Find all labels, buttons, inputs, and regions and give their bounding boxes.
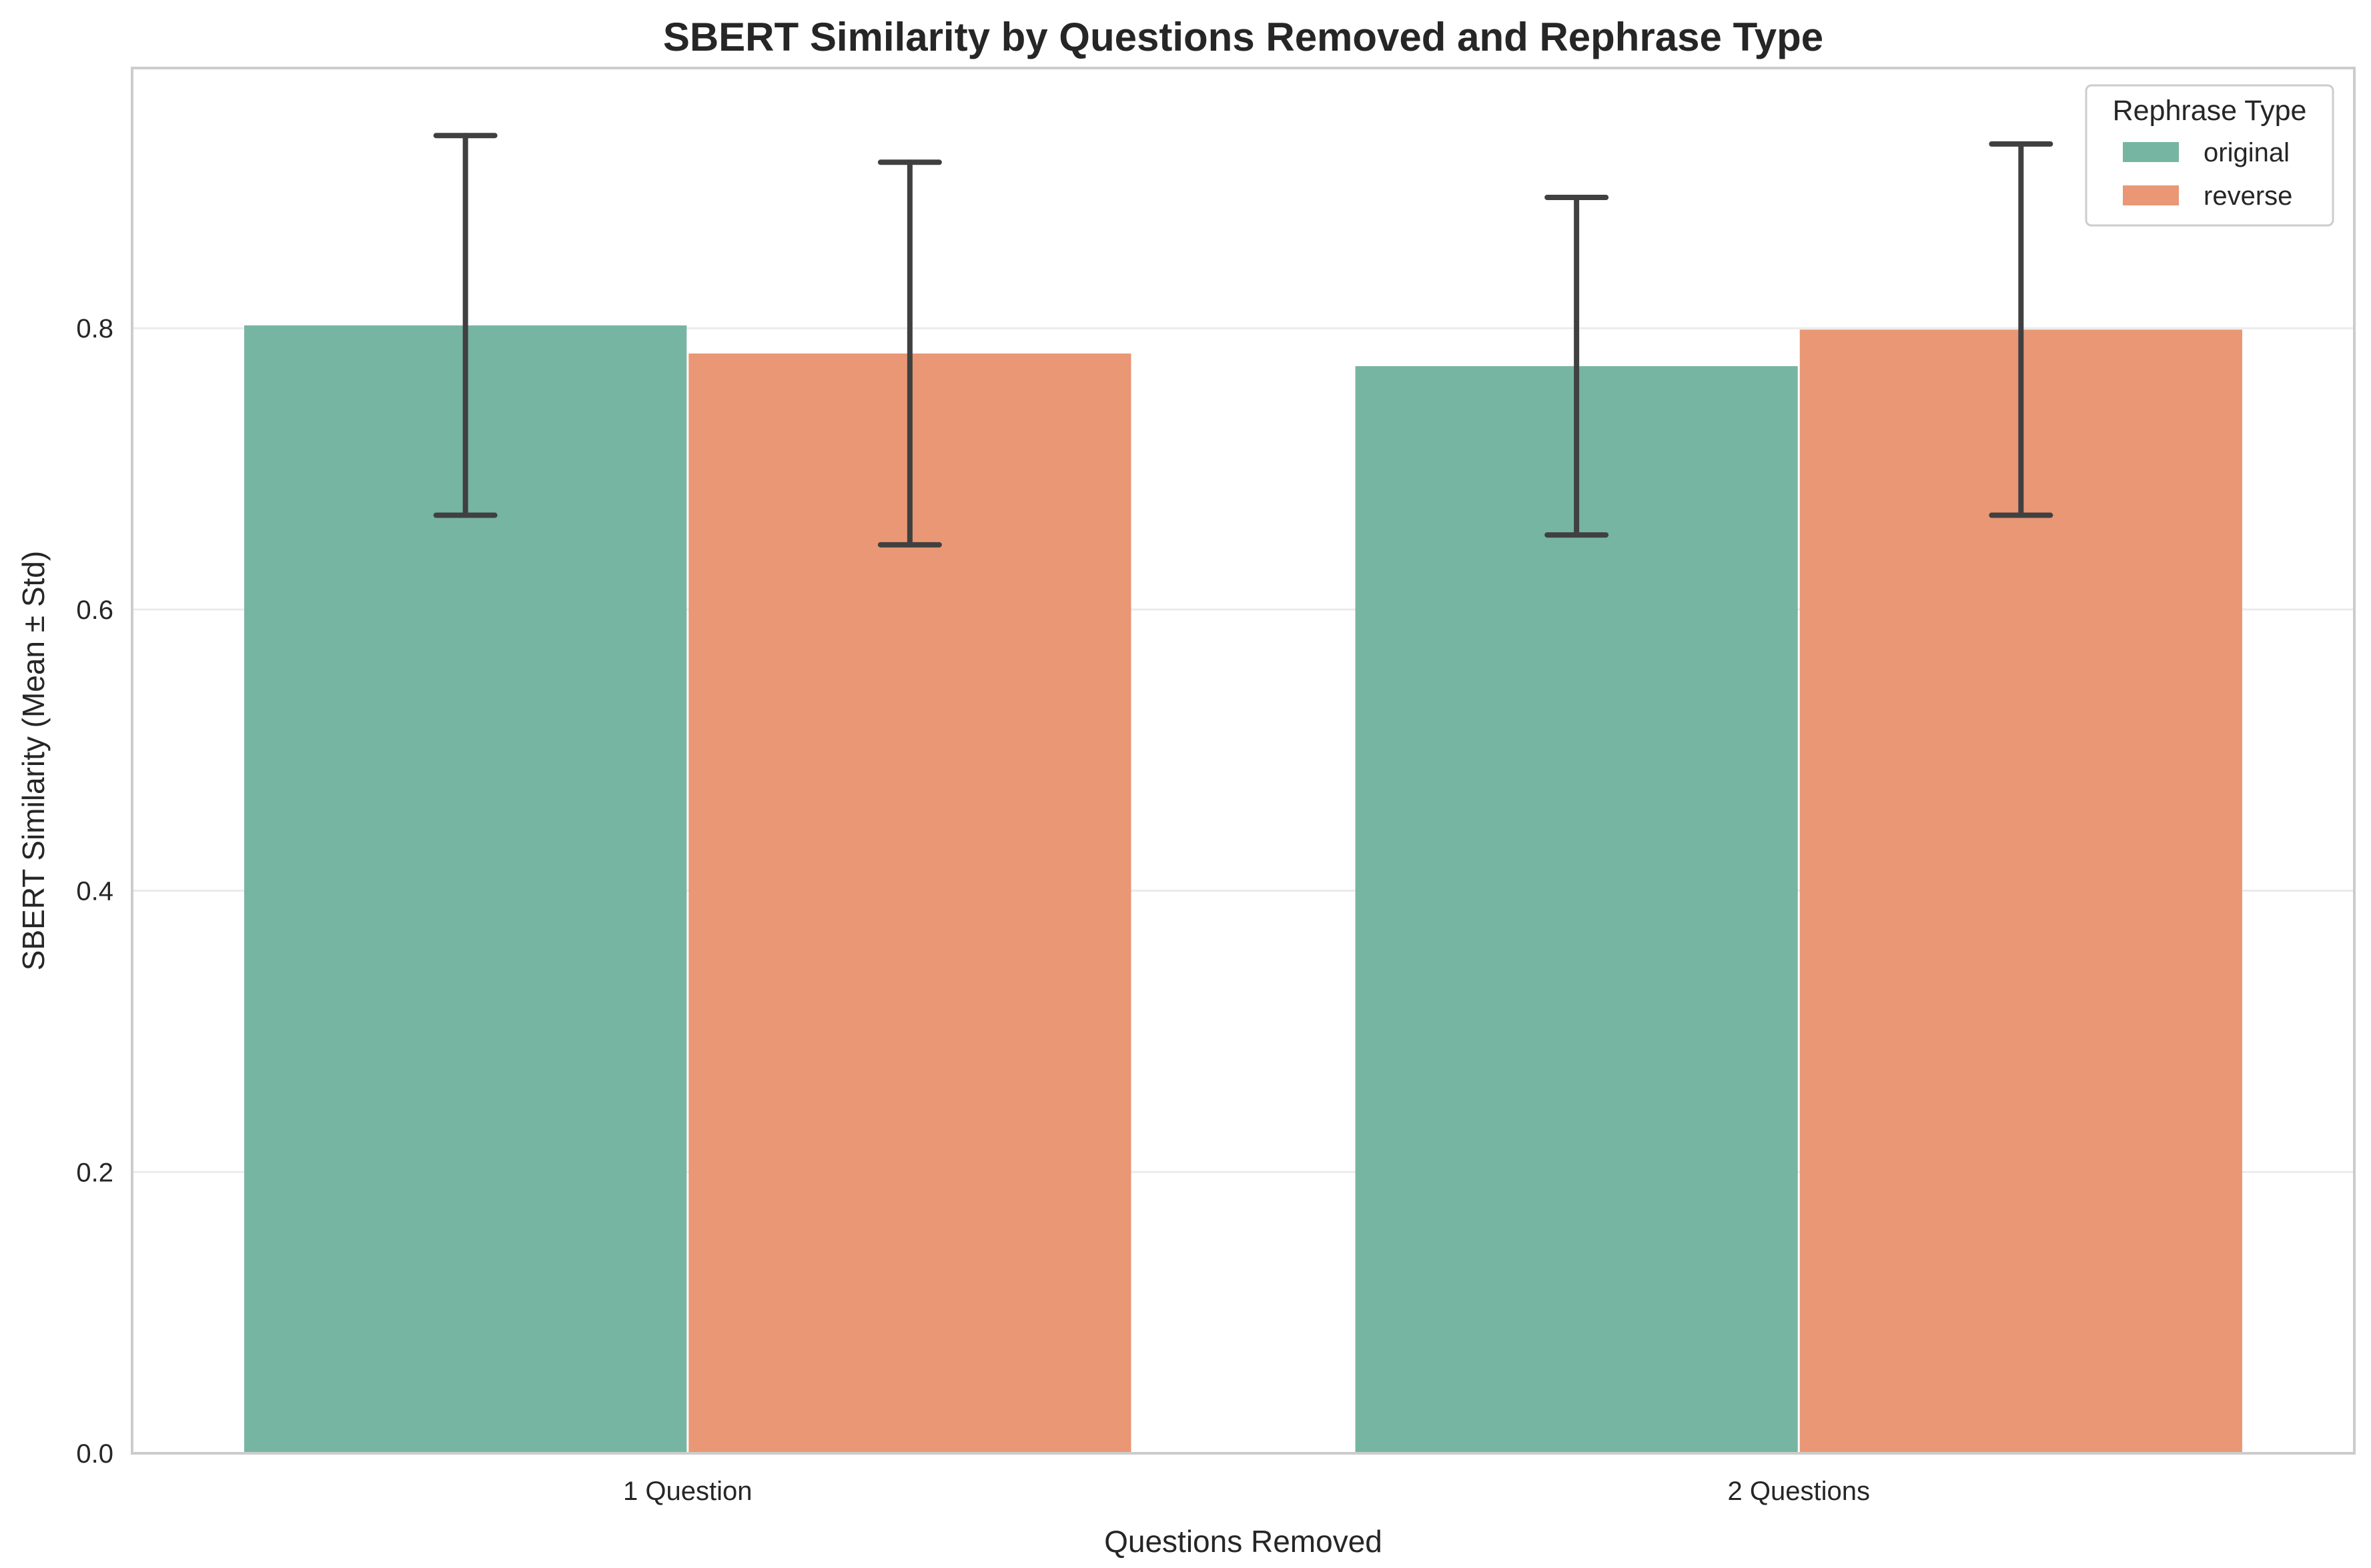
chart-title: SBERT Similarity by Questions Removed an… <box>663 15 1823 59</box>
error-bar-original-1 <box>433 133 498 518</box>
y-tick-label: 0.4 <box>76 877 113 906</box>
error-bar-original-2 <box>1544 194 1609 538</box>
y-tick-label: 0.0 <box>76 1439 113 1469</box>
legend-label-original: original <box>2204 138 2290 167</box>
x-tick-label: 1 Question <box>623 1477 752 1506</box>
y-axis-label: SBERT Similarity (Mean ± Std) <box>16 551 51 970</box>
x-axis-ticks: 1 Question 2 Questions <box>623 1477 1870 1506</box>
y-tick-label: 0.6 <box>76 596 113 625</box>
legend-swatch-original <box>2123 142 2179 162</box>
legend-items: original reverse <box>2123 138 2292 211</box>
x-tick-label: 2 Questions <box>1728 1477 1870 1506</box>
legend: Rephrase Type original reverse <box>2085 84 2334 227</box>
error-bars <box>433 133 2053 548</box>
legend-swatch-reverse <box>2123 185 2179 205</box>
y-tick-label: 0.2 <box>76 1158 113 1187</box>
x-axis-label: Questions Removed <box>1104 1524 1382 1559</box>
plot-area-frame <box>131 67 2356 1455</box>
error-bar-reverse-2 <box>1989 141 2053 518</box>
legend-title: Rephrase Type <box>2113 95 2307 127</box>
error-bar-reverse-1 <box>877 159 942 548</box>
y-axis-ticks: 0.0 0.2 0.4 0.6 0.8 <box>76 314 113 1469</box>
legend-label-reverse: reverse <box>2204 181 2292 211</box>
bar-original-2 <box>1355 366 1798 1453</box>
y-tick-label: 0.8 <box>76 314 113 343</box>
